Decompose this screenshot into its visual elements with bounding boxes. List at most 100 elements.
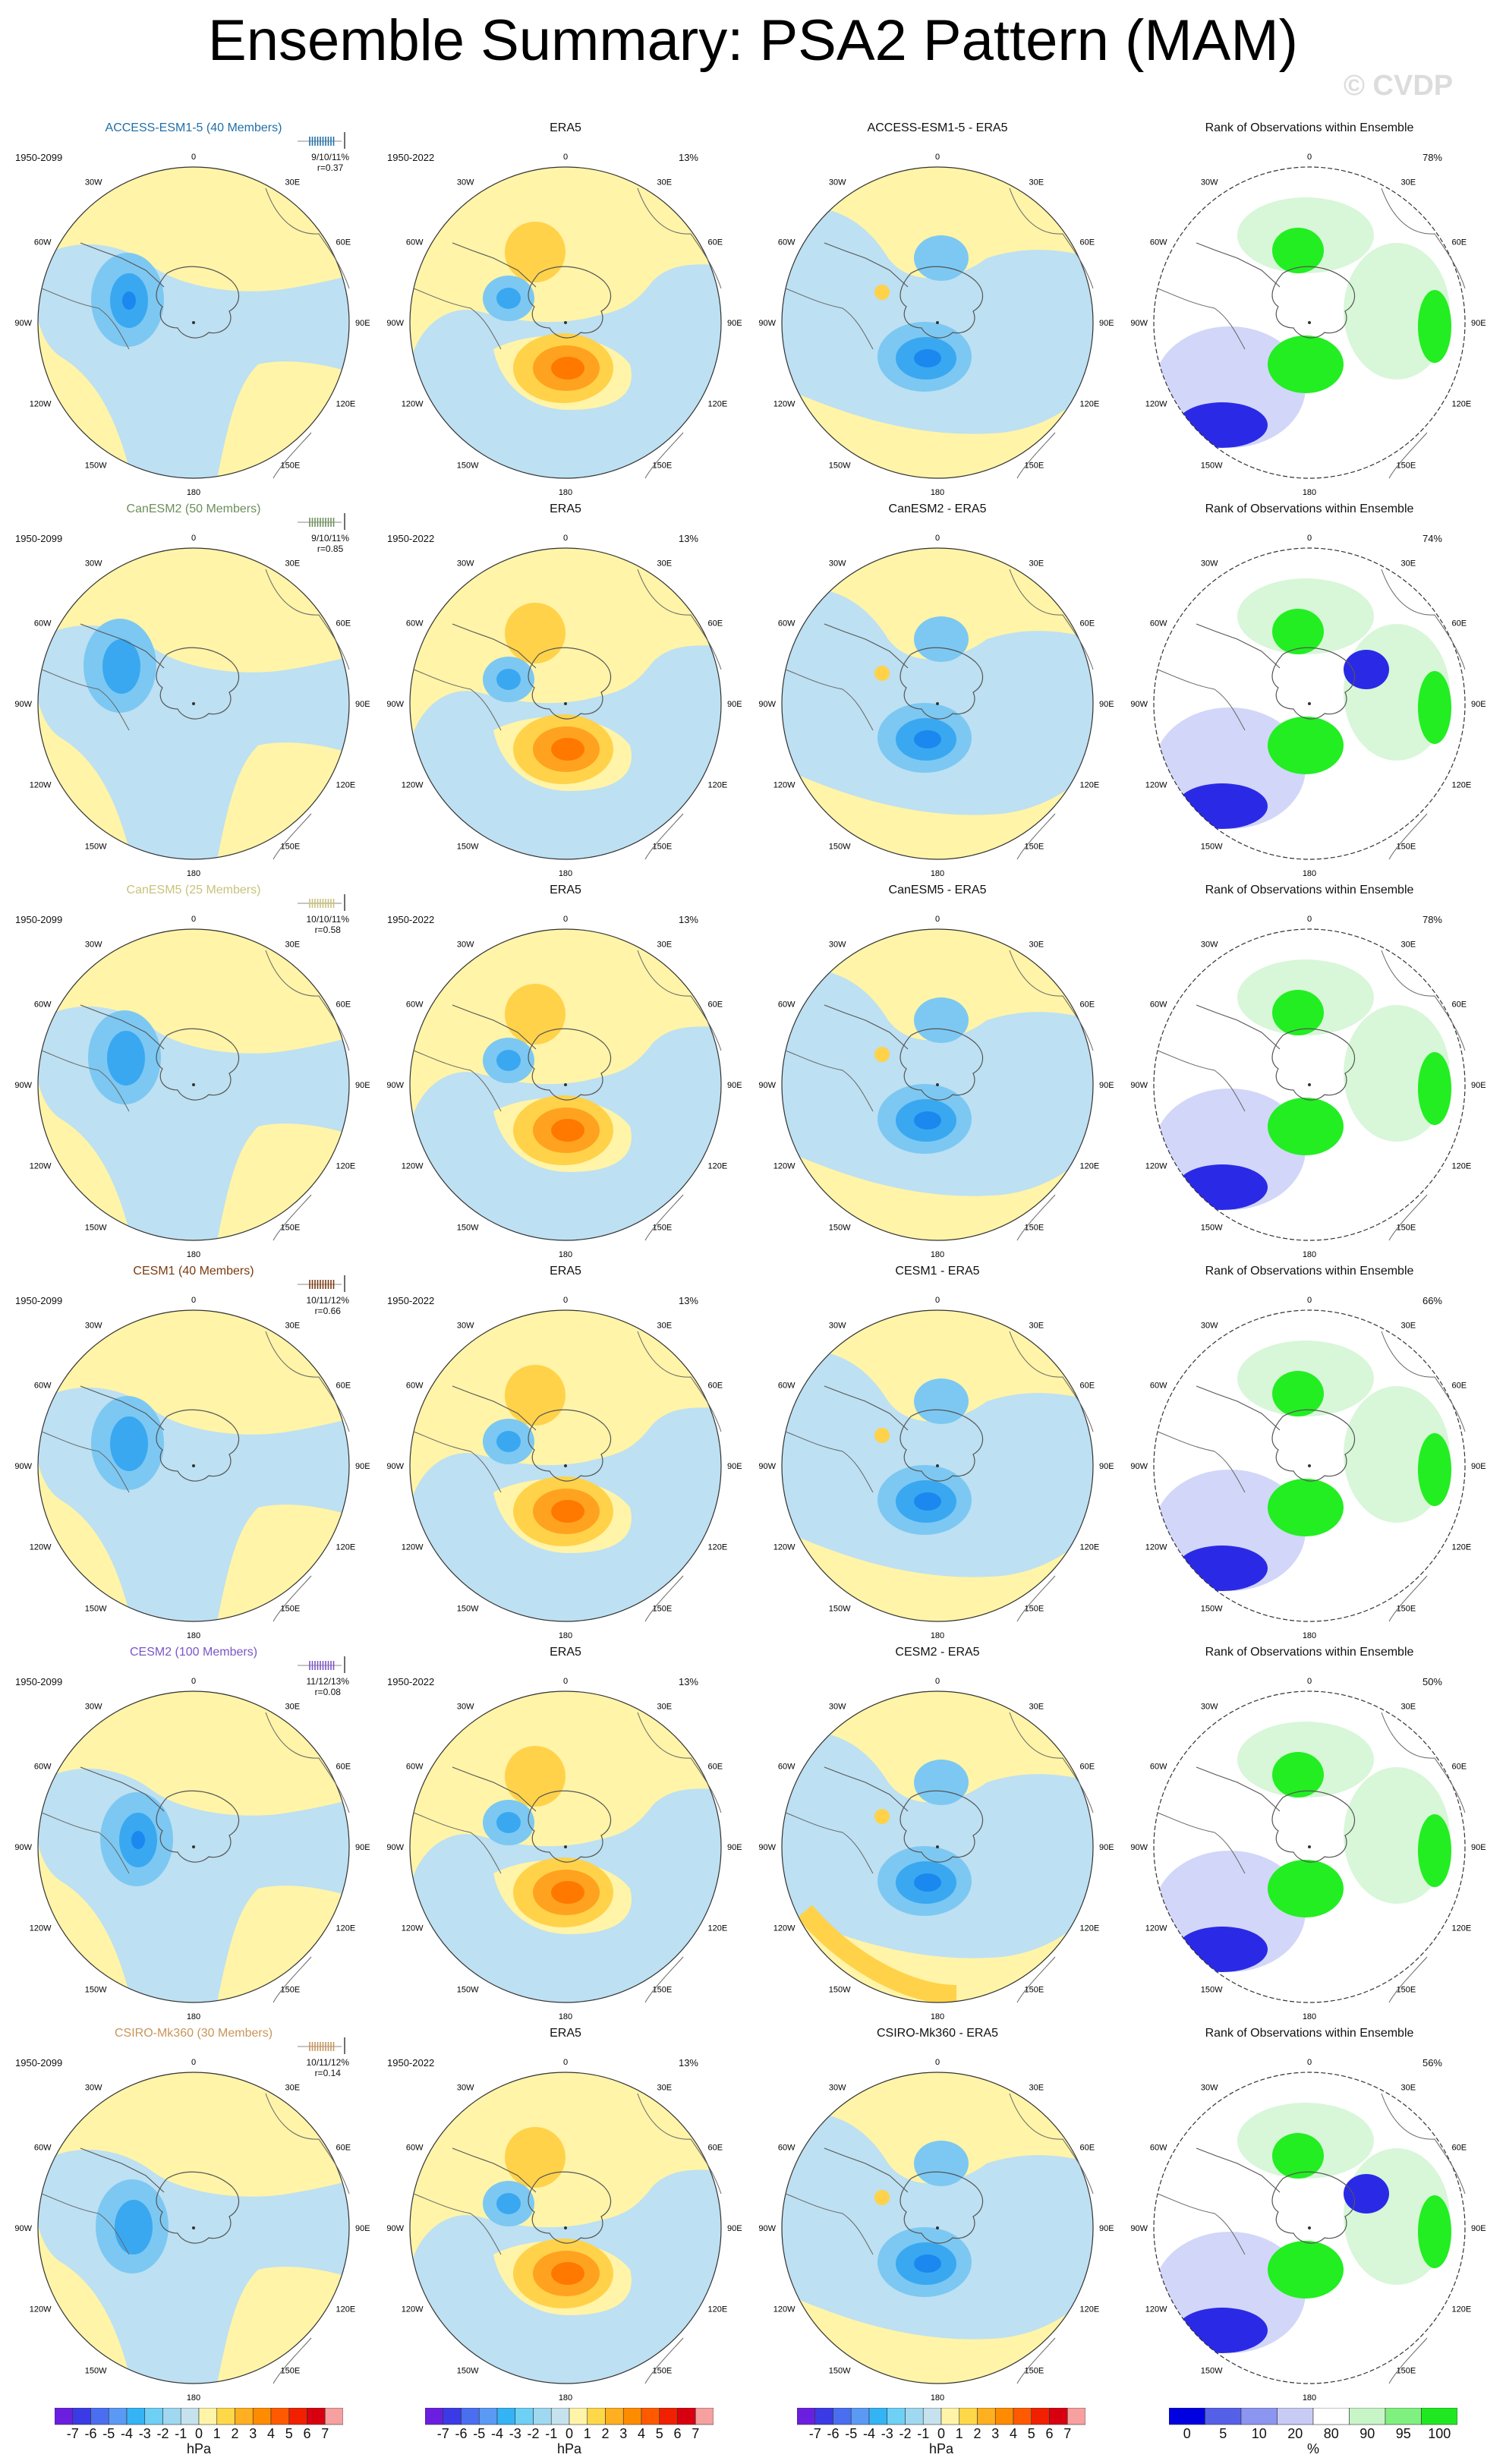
peninsula-coastline	[452, 1766, 537, 1812]
lon-label-r30e: 30E	[285, 1702, 301, 1711]
lon-label-r90e: 90E	[727, 1462, 742, 1471]
colorbar-tick-label: 100	[1428, 2426, 1451, 2441]
lon-label-r30e: 30E	[1029, 940, 1044, 949]
model-stats: 11/12/13% r=0.08	[307, 1676, 350, 1697]
pole-marker	[936, 702, 939, 705]
continent-coastline-lower-right	[1016, 1575, 1056, 1622]
lon-label-bottom: 180	[559, 1631, 572, 1640]
difference-map: 0 30E 60E 90E 120E 150E 180 150W 120W 90W 60W 30W	[759, 534, 1114, 878]
lon-label-l30w: 30W	[1201, 1321, 1218, 1330]
lon-label-r30e: 30E	[285, 559, 301, 568]
map-boundary	[781, 166, 1094, 479]
lon-label-r30e: 30E	[285, 2083, 301, 2092]
lon-label-l60w: 60W	[778, 238, 796, 247]
colorbar-tick-label: 10	[1251, 2426, 1267, 2441]
lon-label-l150w: 150W	[829, 2367, 851, 2376]
era5-panel-4: ERA5 1950-2022 13% 0 30E 60E 90E 120E 150E 180 150…	[387, 1646, 744, 2025]
rank-panel-4: Rank of Observations within Ensemble 50% 0…	[1131, 1646, 1488, 2025]
rank-field	[1154, 167, 1465, 478]
lon-label-l90w: 90W	[759, 700, 777, 709]
pattern-correlation: r=0.58	[314, 925, 341, 935]
map-boundary	[781, 2072, 1094, 2384]
lon-label-l60w: 60W	[778, 2144, 796, 2153]
colorbar-tick-label: 7	[1063, 2426, 1072, 2441]
era5-map: 0 30E 60E 90E 120E 150E 180 150W 120W 90W 60W 30W	[387, 2058, 742, 2403]
antarctica-coastline	[156, 1409, 239, 1482]
antarctica-coastline	[528, 266, 611, 339]
colorbar-swatch	[252, 2407, 272, 2425]
continent-coastline-left	[41, 288, 130, 350]
colorbar-rank: 0 5 10 20 80 90 95 100%	[1168, 2407, 1458, 2456]
colorbar-swatch	[641, 2407, 660, 2425]
colorbar-tick-label: -5	[845, 2426, 858, 2441]
lon-label-r150e: 150E	[1025, 2367, 1044, 2376]
lon-label-r90e: 90E	[1099, 1081, 1114, 1090]
lon-label-r150e: 150E	[1397, 2367, 1416, 2376]
lon-label-l150w: 150W	[85, 843, 107, 852]
era5-map: 0 30E 60E 90E 120E 150E 180 150W 120W 90W 60W 30W	[387, 1677, 742, 2021]
rank-field	[1154, 2072, 1465, 2384]
difference-pattern-field	[782, 1310, 1093, 1621]
lon-label-l90w: 90W	[387, 1843, 405, 1852]
lon-label-r150e: 150E	[1025, 1605, 1044, 1614]
lon-label-r120e: 120E	[336, 400, 356, 409]
lon-label-r150e: 150E	[1025, 1986, 1044, 1995]
era5-period: 1950-2022	[387, 152, 435, 163]
colorbar-unit: hPa	[556, 2441, 582, 2456]
lon-label-l90w: 90W	[387, 1081, 405, 1090]
model-title: CSIRO-Mk360 (30 Members)	[114, 2027, 273, 2040]
high-pressure-inner	[551, 357, 584, 380]
lon-label-r60e: 60E	[1452, 238, 1467, 247]
lon-label-r30e: 30E	[285, 1321, 301, 1330]
model-map: 0 30E 60E 90E 120E 150E 180 150W 120W 90W 60W 30W	[15, 534, 370, 878]
lon-label-l150w: 150W	[1201, 1605, 1223, 1614]
colorbar-swatch	[887, 2407, 906, 2425]
lon-label-l120w: 120W	[30, 1924, 52, 1933]
map-boundary	[409, 547, 722, 860]
lon-label-r90e: 90E	[355, 319, 370, 328]
lon-label-r120e: 120E	[1452, 1543, 1472, 1552]
lon-label-l150w: 150W	[829, 1224, 851, 1233]
low-pressure-inner	[914, 1492, 941, 1511]
colorbar-tick-label: 0	[565, 2426, 573, 2441]
map-boundary	[37, 166, 350, 479]
lon-label-l90w: 90W	[759, 1843, 777, 1852]
rank-map: 0 30E 60E 90E 120E 150E 180 150W 120W 90W 60W 30W	[1131, 534, 1486, 878]
continent-coastline-left	[1157, 1431, 1246, 1493]
rank-map: 0 30E 60E 90E 120E 150E 180 150W 120W 90W 60W 30W	[1131, 2058, 1486, 2403]
colorbar-swatch	[1240, 2407, 1278, 2425]
map-boundary	[1153, 928, 1466, 1241]
colorbar-tick-label: 7	[692, 2426, 700, 2441]
peninsula-coastline	[452, 1004, 537, 1050]
lon-label-r60e: 60E	[708, 1000, 723, 1010]
antarctica-coastline	[1271, 1790, 1355, 1863]
low-pressure-north	[914, 235, 969, 281]
lon-label-l150w: 150W	[457, 1986, 479, 1995]
lon-label-top: 0	[563, 534, 568, 543]
lon-label-l90w: 90W	[15, 1081, 33, 1090]
colorbar-swatch	[587, 2407, 606, 2425]
lon-label-l30w: 30W	[829, 2083, 846, 2092]
difference-pattern-field	[782, 2072, 1093, 2384]
colorbar-swatch	[1385, 2407, 1422, 2425]
colorbar-tick-label: -7	[66, 2426, 79, 2441]
rank-pct: 66%	[1422, 1295, 1442, 1306]
lon-label-bottom: 180	[1303, 1250, 1316, 1259]
lon-label-l60w: 60W	[34, 1000, 52, 1010]
antarctica-coastline	[900, 647, 983, 720]
antarctica-coastline	[528, 1790, 611, 1863]
pole-marker	[564, 1464, 567, 1467]
lon-label-r150e: 150E	[653, 1986, 673, 1995]
continent-coastline-left	[1157, 288, 1246, 350]
continent-coastline-lower-right	[1388, 432, 1428, 479]
lon-label-r30e: 30E	[657, 559, 673, 568]
peninsula-coastline	[1196, 2147, 1281, 2193]
lon-label-l60w: 60W	[1150, 1000, 1167, 1010]
lon-label-top: 0	[191, 1677, 196, 1686]
model-stats: 9/10/11% r=0.37	[311, 152, 349, 173]
pole-marker	[1308, 1845, 1311, 1848]
lon-label-r90e: 90E	[1099, 2224, 1114, 2233]
model-map: 0 30E 60E 90E 120E 150E 180 150W 120W 90W 60W 30W	[15, 1296, 370, 1640]
colorbar-swatch	[54, 2407, 74, 2425]
lon-label-bottom: 180	[931, 2012, 944, 2021]
